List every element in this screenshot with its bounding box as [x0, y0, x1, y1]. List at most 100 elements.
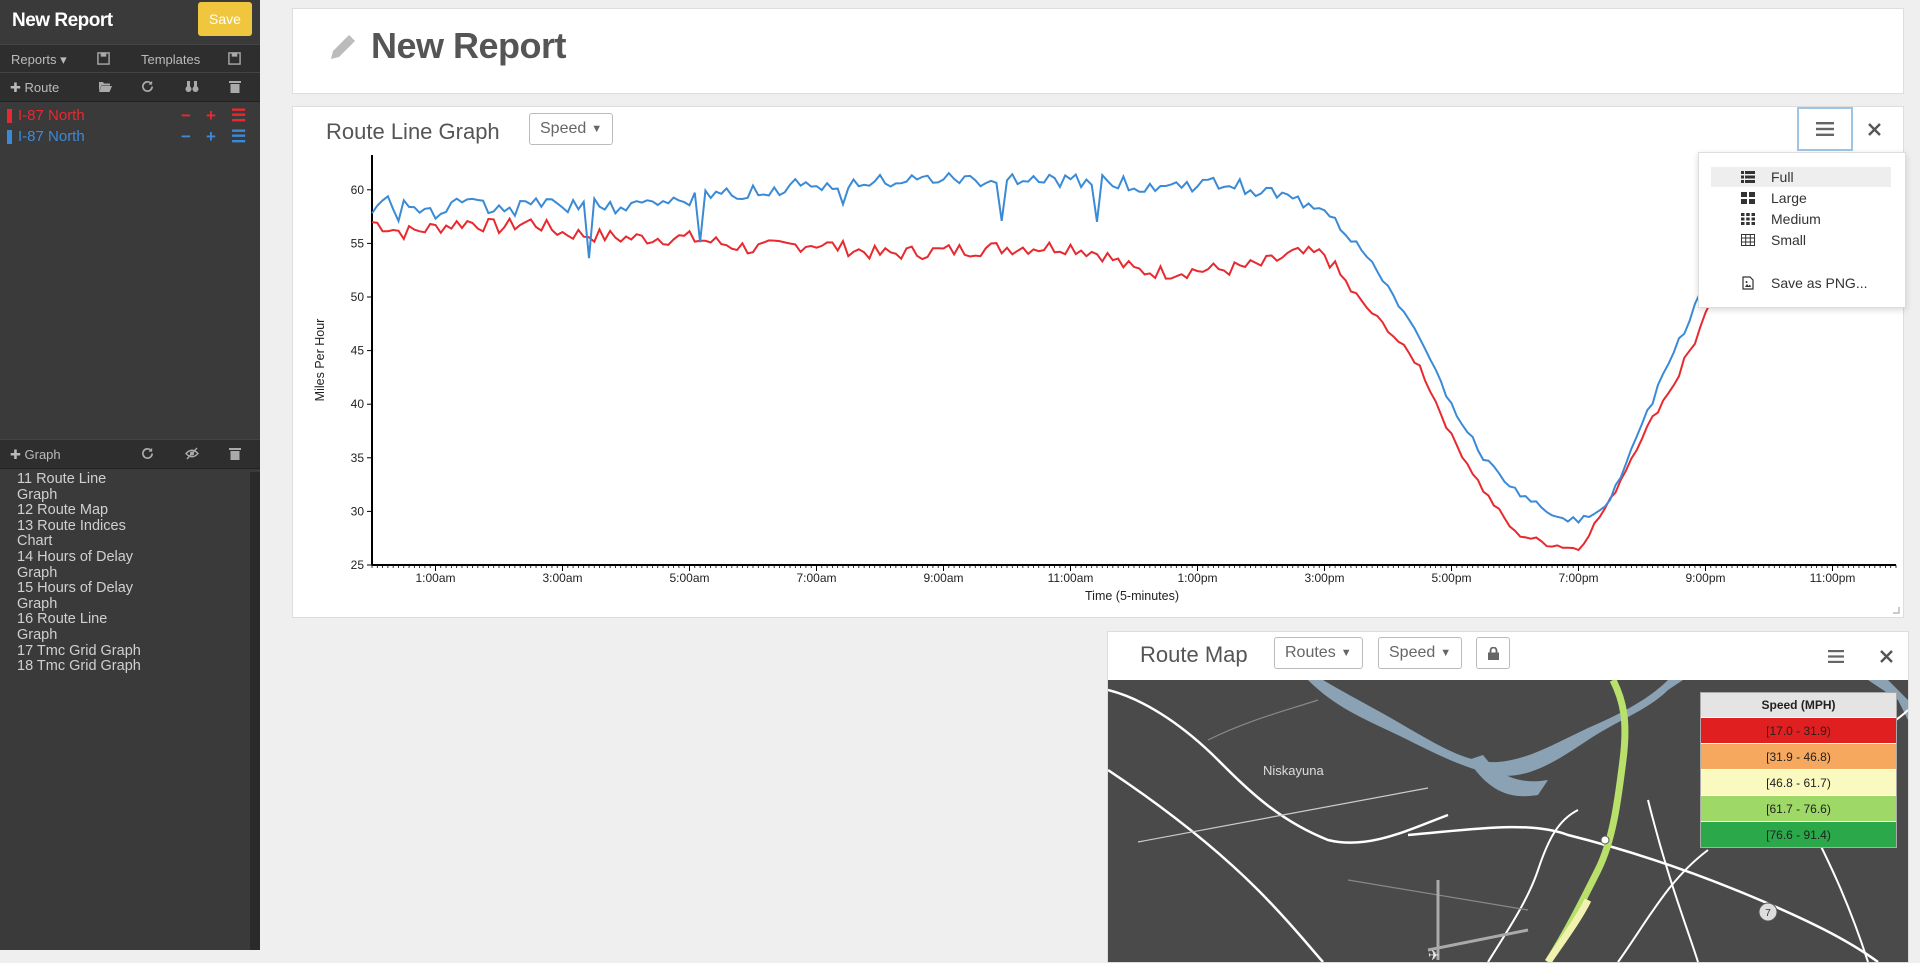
x-tick-label: 9:00pm	[1685, 571, 1725, 585]
speed-dropdown[interactable]: Speed ▼	[529, 113, 614, 145]
routes-dropdown[interactable]: Routes ▼	[1274, 637, 1363, 669]
river-inlet-shape	[1468, 755, 1548, 797]
graph-list-item[interactable]: 12 Route Map	[17, 502, 109, 519]
minus-icon[interactable]: −	[181, 106, 191, 125]
x-tick-label: 7:00pm	[1558, 571, 1598, 585]
road-line	[1207, 699, 1319, 741]
large-grid-icon	[1741, 192, 1755, 204]
map-title: Route Map	[1140, 642, 1248, 667]
legend-row: [46.8 - 61.7)	[1701, 769, 1896, 795]
folder-open-icon[interactable]	[98, 80, 113, 93]
refresh-icon[interactable]	[141, 80, 154, 93]
graph-list-item[interactable]: 11 Route Line Graph	[17, 471, 107, 503]
trash-icon[interactable]	[229, 80, 241, 93]
y-tick-label: 25	[351, 558, 365, 572]
legend-title: Speed (MPH)	[1701, 693, 1896, 717]
save-icon[interactable]	[97, 52, 110, 65]
refresh-icon[interactable]	[141, 447, 154, 460]
route-name: I-87 North	[18, 128, 85, 145]
road-shield-marker	[1758, 902, 1778, 922]
series-line	[371, 171, 1897, 524]
graph-list-item[interactable]: 15 Hours of Delay Graph	[17, 580, 134, 612]
route-map[interactable]: 7 Niskayuna ✈ Speed (MPH) [17.0 - 31.9) …	[1108, 680, 1908, 962]
road-line	[1108, 768, 1324, 962]
road-line	[1617, 849, 1709, 962]
plus-icon[interactable]: +	[206, 106, 216, 125]
menu-item-label: Large	[1771, 190, 1807, 206]
sidebar-scrollbar[interactable]	[250, 472, 260, 950]
lock-icon	[1487, 646, 1499, 660]
menu-item-save-png[interactable]: Save as PNG...	[1711, 273, 1891, 293]
add-route-button[interactable]: ✚ Route	[10, 80, 60, 95]
y-tick-label: 40	[351, 397, 365, 411]
grid-icon	[1741, 213, 1755, 225]
reports-menu[interactable]: Reports ▾	[11, 52, 67, 67]
graph-list-item[interactable]: 17 Tmc Grid Graph	[17, 642, 141, 659]
close-graph-button[interactable]	[1846, 107, 1902, 151]
menu-item-medium[interactable]: Medium	[1711, 209, 1891, 229]
road-shield-label: 7	[1765, 908, 1771, 919]
graph-list: 11 Route Line Graph 12 Route Map 13 Rout…	[17, 471, 147, 675]
graph-list-item[interactable]: 16 Route Line Graph	[17, 611, 108, 643]
place-label: Niskayuna	[1263, 763, 1324, 778]
menu-icon[interactable]: ☰	[231, 106, 247, 125]
graph-list-item[interactable]: 13 Route Indices Chart	[17, 517, 126, 550]
reports-label: Reports	[11, 52, 57, 67]
menu-item-label: Full	[1771, 169, 1794, 185]
list-icon	[1741, 171, 1755, 183]
save-template-icon[interactable]	[228, 52, 241, 65]
pencil-icon[interactable]	[327, 33, 359, 65]
route-color-swatch	[7, 109, 12, 123]
lock-button[interactable]	[1476, 637, 1510, 669]
close-icon	[1867, 122, 1881, 136]
close-map-button[interactable]	[1858, 634, 1914, 678]
map-menu-button[interactable]	[1808, 634, 1864, 678]
menu-icon[interactable]: ☰	[231, 127, 247, 146]
route-item[interactable]: I-87 North − + ☰	[0, 127, 260, 147]
save-button[interactable]: Save	[198, 2, 252, 36]
graph-menu-button[interactable]	[1797, 107, 1853, 151]
river-edge-shape	[1868, 680, 1908, 720]
map-canvas[interactable]: 7 Niskayuna ✈	[1108, 680, 1908, 962]
table-icon	[1741, 234, 1755, 246]
map-speed-dropdown[interactable]: Speed ▼	[1378, 637, 1463, 669]
add-graph-button[interactable]: ✚ Graph	[10, 447, 61, 462]
minus-icon[interactable]: −	[181, 127, 191, 146]
eye-slash-icon[interactable]	[185, 447, 199, 460]
sidebar-header: New Report Save	[0, 0, 260, 38]
graph-list-item[interactable]: 18 Tmc Grid Graph	[17, 658, 141, 675]
graph-title: Route Line Graph	[326, 119, 500, 144]
menu-item-small[interactable]: Small	[1711, 230, 1891, 250]
route-item[interactable]: I-87 North − + ☰	[0, 106, 260, 126]
x-axis-label: Time (5-minutes)	[1085, 589, 1179, 603]
page-title[interactable]: New Report	[371, 25, 567, 66]
graph-size-menu: Full Large Medium Small Save as PNG...	[1698, 152, 1906, 308]
legend-row: [61.7 - 76.6)	[1701, 795, 1896, 821]
route-color-swatch	[7, 130, 12, 144]
route-map-panel: Route Map Routes ▼ Speed ▼	[1107, 631, 1909, 963]
resize-handle-icon[interactable]	[1892, 606, 1900, 614]
interchange-marker	[1600, 835, 1610, 845]
series-line	[371, 213, 1897, 552]
menu-item-label: Small	[1771, 232, 1807, 248]
trash-icon[interactable]	[229, 447, 241, 460]
x-tick-label: 1:00pm	[1177, 571, 1217, 585]
airport-runway	[1427, 880, 1529, 960]
templates-menu[interactable]: Templates	[141, 52, 201, 67]
menu-item-label: Medium	[1771, 211, 1821, 227]
legend-row: [17.0 - 31.9)	[1701, 717, 1896, 743]
road-line	[1108, 688, 1449, 844]
y-tick-label: 30	[351, 504, 365, 518]
x-tick-label: 1:00am	[415, 571, 455, 585]
graph-list-item[interactable]: 14 Hours of Delay Graph	[17, 548, 134, 581]
binoculars-icon[interactable]	[185, 80, 199, 93]
route-name: I-87 North	[18, 107, 85, 124]
y-tick-label: 50	[351, 290, 365, 304]
map-speed-dropdown-label: Speed	[1389, 644, 1436, 661]
plus-icon[interactable]: +	[206, 127, 216, 146]
route-highlight-line	[1545, 898, 1592, 962]
menu-item-large[interactable]: Large	[1711, 188, 1891, 208]
sidebar: New Report Save Reports ▾ Templates ✚ Ro…	[0, 0, 260, 950]
menu-item-full[interactable]: Full	[1711, 167, 1891, 187]
bars-icon	[1816, 122, 1834, 136]
